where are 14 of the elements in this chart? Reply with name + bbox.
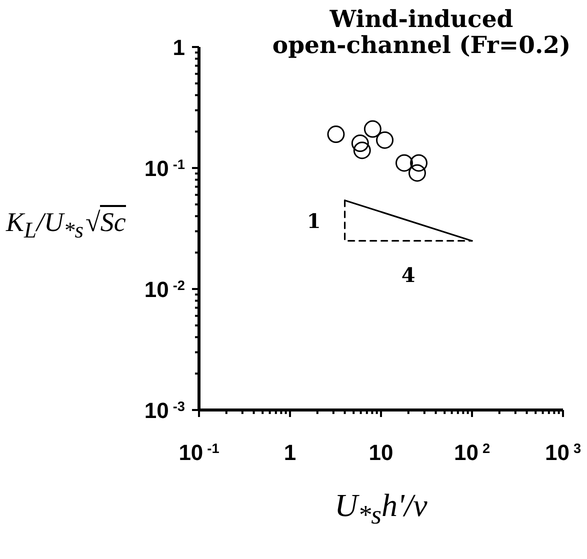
x-tick-label: 1 xyxy=(284,440,296,465)
chart-title: Wind-induced open-channel (Fr=0.2) xyxy=(271,5,572,59)
x-tick-label: 10$^{2}$ xyxy=(454,440,490,465)
y-tick-label: 10$^{-3}$ xyxy=(144,398,186,423)
annotation: 4 xyxy=(401,263,416,288)
y-tick-label: 10$^{-2}$ xyxy=(144,276,186,302)
y-tick-label: 10$^{-1}$ xyxy=(144,156,186,181)
y-axis-title: K$_{L}$/U$_{*s}$√Sc xyxy=(6,206,126,242)
x-tick-label: 10$^{-1}$ xyxy=(178,440,220,465)
annotation: 1 xyxy=(306,208,321,233)
x-axis-title: U$_{*s}$h'/ν xyxy=(334,487,428,530)
y-tick-label: 1 xyxy=(172,34,185,60)
x-tick-label: 10 xyxy=(368,440,394,465)
x-tick-label: 10$^{3}$ xyxy=(544,440,582,465)
